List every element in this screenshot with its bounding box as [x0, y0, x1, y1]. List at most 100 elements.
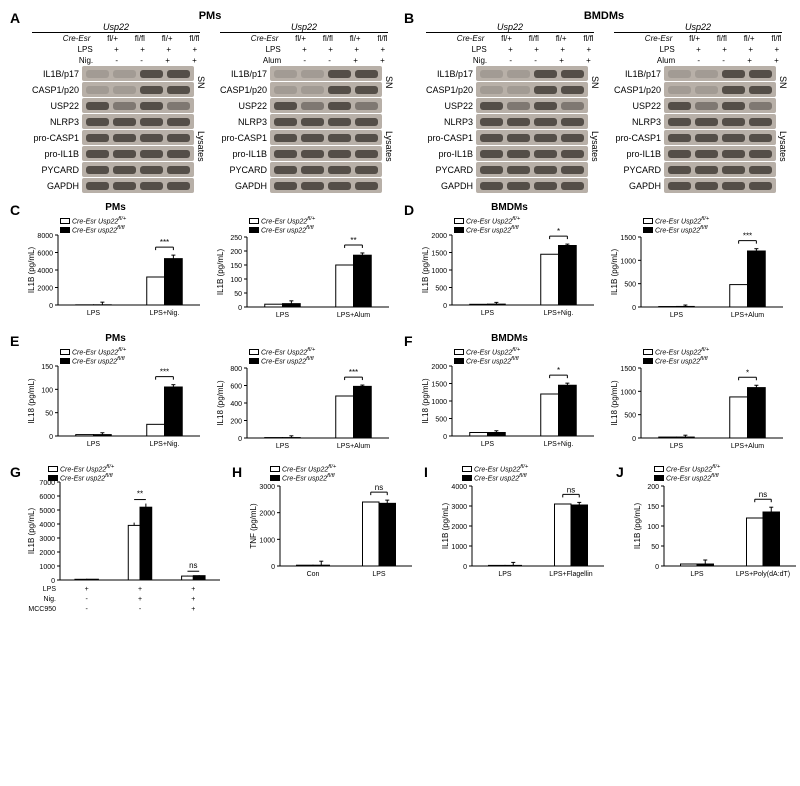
legend-fill: Cre-Esr usp22fl/fl	[270, 473, 336, 482]
blot-label: PYCARD	[418, 165, 476, 175]
svg-text:LPS+Nig.: LPS+Nig.	[150, 441, 180, 448]
bar-open	[147, 277, 165, 305]
legend-box-fill	[60, 358, 70, 364]
legend-open: Cre-Esr Usp22fl/+	[454, 216, 520, 225]
legend-open: Cre-Esr Usp22fl/+	[643, 347, 709, 356]
band	[140, 166, 164, 174]
band	[668, 86, 692, 94]
blot-label: PYCARD	[24, 165, 82, 175]
blot-bands	[270, 114, 382, 129]
svg-text:IL18 (pg/mL): IL18 (pg/mL)	[421, 378, 430, 424]
blot-column: Usp22Cre-Esrfl/+fl/flfl/+fl/flLPS++++Nig…	[24, 22, 208, 194]
band	[140, 150, 164, 158]
band	[167, 118, 191, 126]
blot-label: NLRP3	[418, 117, 476, 127]
svg-text:3000: 3000	[259, 484, 275, 491]
legend-fill: Cre-Esr usp22fl/fl	[643, 225, 709, 234]
band	[113, 102, 137, 110]
svg-text:**: **	[137, 490, 143, 499]
sn-label: SN	[194, 66, 208, 98]
band	[274, 118, 298, 126]
band	[113, 150, 137, 158]
usp22-label: Usp22	[426, 22, 594, 33]
svg-text:LPS+Alum: LPS+Alum	[337, 443, 370, 450]
blot-row: pro-CASP1	[212, 130, 382, 145]
svg-text:LPS+Alum: LPS+Alum	[731, 443, 764, 450]
svg-text:LPS: LPS	[276, 312, 290, 319]
band	[668, 134, 692, 142]
svg-text:250: 250	[230, 235, 242, 242]
bar-open	[541, 394, 559, 436]
bar-open	[265, 304, 283, 307]
bar-fill	[488, 433, 506, 437]
svg-text:100: 100	[41, 387, 53, 394]
panel-j: J Cre-Esr Usp22fl/+ Cre-Esr usp22fl/fl 0…	[616, 464, 800, 614]
blot-label: pro-IL1B	[212, 149, 270, 159]
band	[749, 118, 773, 126]
band	[355, 134, 379, 142]
band	[328, 70, 352, 78]
svg-text:1000: 1000	[451, 544, 467, 551]
legend-box-open	[454, 349, 464, 355]
blot-label: pro-CASP1	[24, 133, 82, 143]
band	[328, 134, 352, 142]
band	[113, 118, 137, 126]
band	[86, 134, 110, 142]
svg-text:4000: 4000	[39, 522, 55, 529]
pm-title: PMs	[24, 10, 396, 22]
band	[507, 182, 531, 190]
band	[113, 182, 137, 190]
svg-text:LPS+Alum: LPS+Alum	[731, 312, 764, 319]
legend-open: Cre-Esr Usp22fl/+	[60, 216, 126, 225]
svg-text:1000: 1000	[620, 258, 636, 265]
svg-text:IL18 (pg/mL): IL18 (pg/mL)	[610, 380, 619, 426]
band	[668, 118, 692, 126]
legend: Cre-Esr Usp22fl/+ Cre-Esr usp22fl/fl	[60, 216, 126, 235]
legend-fill: Cre-Esr usp22fl/fl	[454, 356, 520, 365]
svg-text:1000: 1000	[39, 564, 55, 571]
legend: Cre-Esr Usp22fl/+ Cre-Esr usp22fl/fl	[249, 347, 315, 366]
blot-label: USP22	[212, 101, 270, 111]
legend-box-open	[654, 466, 664, 472]
panel-i: I Cre-Esr Usp22fl/+ Cre-Esr usp22fl/fl 0…	[424, 464, 608, 614]
blot-label: pro-IL1B	[24, 149, 82, 159]
blot-row: pro-CASP1	[606, 130, 776, 145]
bar-fill	[677, 437, 695, 438]
genotype-row: Cre-Esrfl/+fl/flfl/+fl/fl	[24, 33, 208, 44]
bar-open	[363, 502, 380, 566]
blot-row: NLRP3	[212, 114, 382, 129]
blot-label: USP22	[606, 101, 664, 111]
blot-row: IL1B/p17	[418, 66, 588, 81]
blot-label: GAPDH	[24, 181, 82, 191]
blot-bands	[476, 114, 588, 129]
panel-label-c: C	[10, 202, 20, 218]
svg-text:150: 150	[230, 263, 242, 270]
svg-text:**: **	[350, 236, 356, 245]
blot-label: CASP1/p20	[418, 85, 476, 95]
blot-bands	[82, 146, 194, 161]
lysate-label: Lysates	[194, 98, 208, 194]
bar-fill	[379, 503, 396, 566]
svg-text:800: 800	[230, 366, 242, 373]
band	[113, 134, 137, 142]
band	[507, 166, 531, 174]
bar-fill	[748, 251, 766, 307]
blot-row: USP22	[24, 98, 194, 113]
blot-row: GAPDH	[606, 178, 776, 193]
legend-box-fill	[48, 475, 58, 481]
blot-row: GAPDH	[418, 178, 588, 193]
band	[274, 70, 298, 78]
band	[507, 134, 531, 142]
svg-text:1000: 1000	[431, 399, 447, 406]
bar-open	[147, 424, 165, 436]
band	[86, 118, 110, 126]
band	[301, 182, 325, 190]
bar-open	[470, 433, 488, 437]
svg-text:500: 500	[435, 417, 447, 424]
treatment-row: Nig.--++	[418, 55, 602, 66]
band	[749, 182, 773, 190]
svg-text:0: 0	[463, 564, 467, 571]
svg-text:1000: 1000	[620, 389, 636, 396]
band	[534, 118, 558, 126]
blot-label: PYCARD	[212, 165, 270, 175]
